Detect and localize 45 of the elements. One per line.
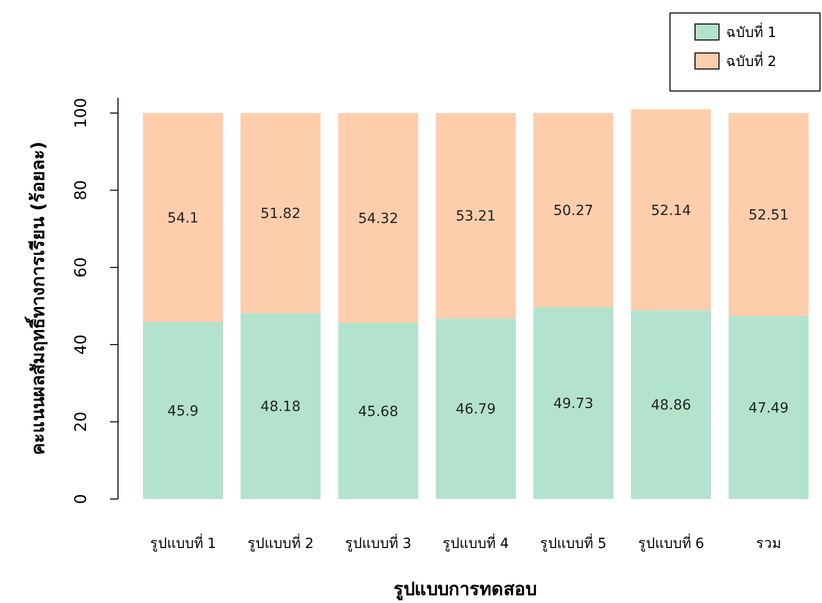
bar	[436, 318, 516, 499]
data-label: 54.1	[167, 210, 199, 226]
y-tick-label: 0	[71, 494, 90, 504]
bar	[338, 113, 418, 323]
x-tick-label: รูปแบบที่ 4	[442, 534, 510, 552]
data-label: 51.82	[260, 206, 301, 222]
x-tick-label: รวม	[756, 536, 782, 552]
data-label: 48.86	[650, 398, 692, 414]
data-label: 46.79	[456, 402, 496, 418]
x-axis-title: รูปแบบการทดสอบ	[394, 579, 536, 601]
data-label: 48.18	[260, 399, 301, 416]
x-tick-label: รูปแบบที่ 3	[345, 534, 412, 552]
data-label: 50.27	[553, 203, 594, 220]
data-label: 52.51	[748, 207, 789, 224]
data-label: 47.49	[748, 400, 789, 416]
bar	[631, 109, 711, 310]
bar	[240, 313, 321, 499]
bar	[533, 307, 614, 499]
bar	[728, 316, 809, 499]
x-tick-label: รูปแบบที่ 5	[540, 534, 607, 552]
bar	[728, 113, 809, 316]
bar	[533, 113, 614, 308]
x-tick-label: รูปแบบที่ 1	[150, 534, 216, 552]
y-tick-label: 20	[71, 412, 90, 432]
bar	[143, 113, 223, 322]
legend-label: ฉบับที่ 1	[726, 23, 776, 41]
legend: ฉบับที่ 1 ฉบับที่ 2	[670, 12, 820, 92]
x-tick-label: รูปแบบที่ 2	[247, 534, 314, 552]
data-label: 53.21	[456, 208, 496, 225]
data-label: 52.14	[650, 202, 692, 219]
data-label: 49.73	[553, 396, 594, 412]
y-tick-label: 100	[71, 98, 90, 128]
bar	[240, 113, 321, 314]
x-tick-label: รูปแบบที่ 6	[638, 534, 704, 552]
y-tick-label: 40	[71, 334, 90, 355]
bar	[143, 322, 223, 499]
y-axis-title: คะแนนผลสัมฤทธิ์ทางการเรียน (ร้อยละ)	[24, 141, 49, 456]
data-label: 54.32	[358, 210, 398, 227]
bar	[338, 322, 418, 499]
bar	[436, 113, 516, 318]
data-label: 45.68	[358, 404, 398, 420]
y-tick-label: 60	[71, 257, 90, 278]
bar	[631, 310, 711, 499]
y-tick-label: 80	[71, 180, 90, 200]
data-label: 45.9	[167, 403, 199, 420]
